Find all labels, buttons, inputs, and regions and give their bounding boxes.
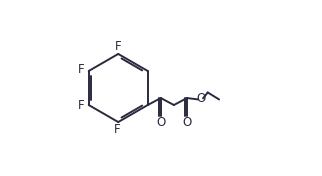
Text: F: F [78,99,85,112]
Text: O: O [196,92,205,105]
Text: F: F [78,63,85,76]
Text: O: O [182,116,192,129]
Text: F: F [114,123,120,136]
Text: O: O [156,116,166,129]
Text: F: F [115,40,121,53]
